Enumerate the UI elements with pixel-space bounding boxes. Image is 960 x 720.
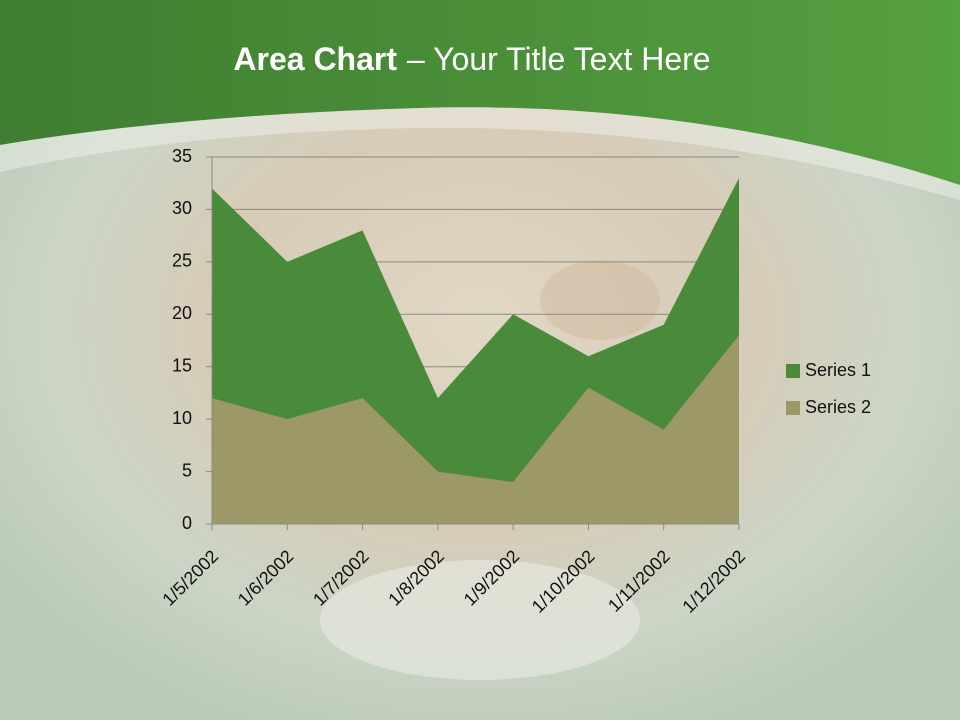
y-tick-label: 10 bbox=[172, 408, 192, 428]
y-tick-label: 5 bbox=[182, 460, 192, 480]
photo-detail bbox=[320, 560, 640, 680]
header-swoosh bbox=[0, 107, 960, 200]
y-tick-label: 15 bbox=[172, 355, 192, 375]
legend-label: Series 2 bbox=[805, 397, 871, 417]
photo-detail bbox=[540, 260, 660, 340]
legend-swatch bbox=[786, 364, 800, 378]
title-bold: Area Chart bbox=[233, 41, 397, 77]
y-tick-label: 30 bbox=[172, 198, 192, 218]
header-band bbox=[0, 0, 960, 185]
title-rest: – Your Title Text Here bbox=[407, 41, 711, 77]
chart-title: Area Chart – Your Title Text Here bbox=[233, 41, 710, 77]
y-tick-label: 25 bbox=[172, 251, 192, 271]
y-tick-label: 20 bbox=[172, 303, 192, 323]
legend-label: Series 1 bbox=[805, 360, 871, 380]
area bbox=[212, 335, 739, 524]
legend-swatch bbox=[786, 401, 800, 415]
y-tick-label: 0 bbox=[182, 513, 192, 533]
y-tick-label: 35 bbox=[172, 146, 192, 166]
